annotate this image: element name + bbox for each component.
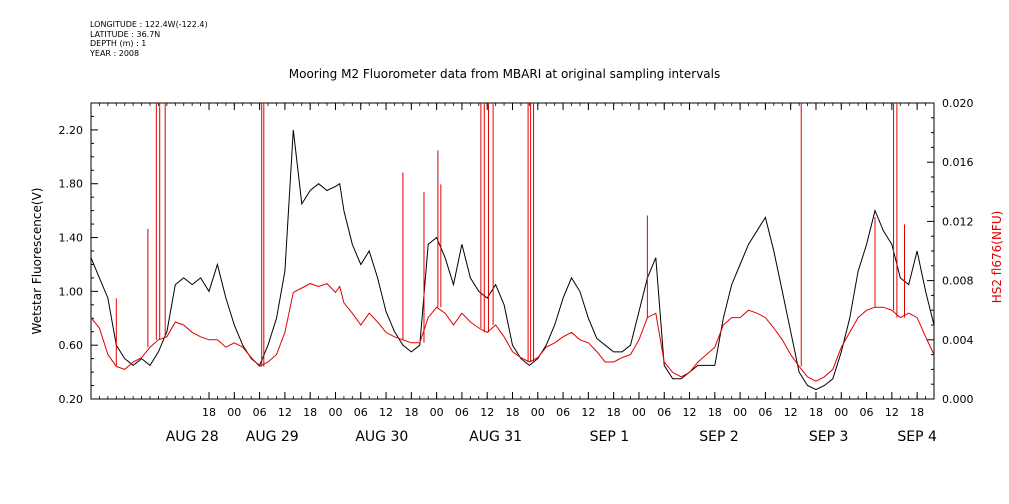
x-tick-label: 00 xyxy=(430,406,444,419)
x-tick-label: 12 xyxy=(885,406,899,419)
latitude-text: LATITUDE : 36.7N xyxy=(90,29,161,39)
x-tick-label: 00 xyxy=(227,406,241,419)
metadata-block: LONGITUDE : 122.4W(-122.4) LATITUDE : 36… xyxy=(90,20,208,58)
x-date-label: AUG 30 xyxy=(355,429,408,445)
x-tick-label: 06 xyxy=(354,406,368,419)
y-right-tick-label: 0.004 xyxy=(942,334,974,347)
x-tick-label: 06 xyxy=(860,406,874,419)
x-tick-label: 06 xyxy=(657,406,671,419)
x-tick-label: 18 xyxy=(607,406,621,419)
y-right-tick-label: 0.012 xyxy=(942,215,974,228)
x-tick-label: 18 xyxy=(506,406,520,419)
x-tick-label: 00 xyxy=(328,406,342,419)
y-right-axis-label: HS2 fl676(NFU) xyxy=(990,211,1004,304)
plot-frame xyxy=(90,102,935,400)
x-tick-label: 00 xyxy=(733,406,747,419)
y-right-tick-label: 0.020 xyxy=(942,97,974,110)
x-date-label: SEP 2 xyxy=(699,429,739,445)
x-tick-label: 06 xyxy=(253,406,267,419)
y-right-tick-label: 0.008 xyxy=(942,275,974,288)
x-date-label: SEP 4 xyxy=(897,429,937,445)
x-tick-label: 18 xyxy=(202,406,216,419)
x-tick-label: 18 xyxy=(708,406,722,419)
x-tick-label: 00 xyxy=(834,406,848,419)
longitude-text: LONGITUDE : 122.4W(-122.4) xyxy=(90,20,208,29)
x-tick-label: 18 xyxy=(303,406,317,419)
y-left-tick-label: 2.20 xyxy=(59,124,84,137)
x-tick-label: 12 xyxy=(784,406,798,419)
x-tick-label: 06 xyxy=(556,406,570,419)
x-date-label: AUG 28 xyxy=(166,429,219,445)
x-date-label: SEP 3 xyxy=(809,429,849,445)
x-tick-label: 12 xyxy=(379,406,393,419)
x-tick-label: 00 xyxy=(531,406,545,419)
chart-title: Mooring M2 Fluorometer data from MBARI a… xyxy=(288,67,721,81)
x-date-label: SEP 1 xyxy=(590,429,630,445)
y-left-tick-label: 1.40 xyxy=(59,232,84,245)
x-tick-label: 12 xyxy=(278,406,292,419)
x-tick-label: 18 xyxy=(809,406,823,419)
series-line-wetstar xyxy=(91,129,934,391)
x-tick-label: 12 xyxy=(581,406,595,419)
depth-text: DEPTH (m) : 1 xyxy=(90,39,147,48)
y-right-tick-label: 0.000 xyxy=(942,393,974,406)
y-left-tick-label: 1.80 xyxy=(59,178,84,191)
y-right-tick-label: 0.016 xyxy=(942,156,974,169)
x-tick-label: 00 xyxy=(632,406,646,419)
y-left-axis-label: Wetstar Fluorescence(V) xyxy=(30,188,44,335)
y-left-tick-label: 0.20 xyxy=(59,393,84,406)
x-tick-label: 18 xyxy=(404,406,418,419)
x-tick-label: 12 xyxy=(683,406,697,419)
x-tick-label: 12 xyxy=(480,406,494,419)
x-date-label: AUG 31 xyxy=(469,429,522,445)
x-tick-label: 06 xyxy=(455,406,469,419)
y-left-tick-label: 0.60 xyxy=(59,339,84,352)
x-date-label: AUG 29 xyxy=(246,429,299,445)
series-line-hs2 xyxy=(91,283,934,382)
x-tick-label: 06 xyxy=(758,406,772,419)
x-tick-label: 18 xyxy=(910,406,924,419)
y-left-tick-label: 1.00 xyxy=(59,285,84,298)
year-text: YEAR : 2008 xyxy=(90,48,140,58)
